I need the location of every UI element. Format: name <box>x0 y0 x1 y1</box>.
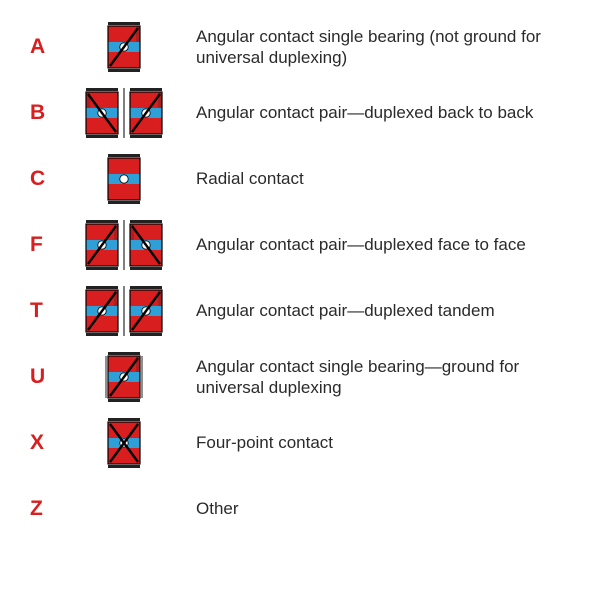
type-description: Radial contact <box>178 168 580 189</box>
type-description: Angular contact pair—duplexed back to ba… <box>178 102 580 123</box>
type-row: T Angular contact pair—duplexed tandem <box>30 284 580 338</box>
type-row: A Angular contact single bearing (not gro… <box>30 20 580 74</box>
type-code: A <box>30 35 70 59</box>
type-icon <box>70 350 178 404</box>
type-code: Z <box>30 497 70 521</box>
type-description: Four-point contact <box>178 432 580 453</box>
type-row: F Angular contact pair—duplexed face to f… <box>30 218 580 272</box>
type-row: X Four-point contact <box>30 416 580 470</box>
bearing-type-table: A Angular contact single bearing (not gro… <box>30 20 580 536</box>
type-icon <box>70 416 178 470</box>
type-icon <box>70 284 178 338</box>
type-description: Angular contact single bearing—ground fo… <box>178 356 580 399</box>
type-code: T <box>30 299 70 323</box>
type-code: C <box>30 167 70 191</box>
type-row: Z Other <box>30 482 580 536</box>
type-code: B <box>30 101 70 125</box>
type-description: Angular contact pair—duplexed face to fa… <box>178 234 580 255</box>
type-icon <box>70 218 178 272</box>
type-row: U Angular contact single bearing—ground f… <box>30 350 580 404</box>
type-row: C Radial contact <box>30 152 580 206</box>
type-icon <box>70 152 178 206</box>
type-code: X <box>30 431 70 455</box>
type-description: Angular contact pair—duplexed tandem <box>178 300 580 321</box>
type-description: Other <box>178 498 580 519</box>
type-icon <box>70 20 178 74</box>
type-code: F <box>30 233 70 257</box>
type-icon <box>70 86 178 140</box>
type-description: Angular contact single bearing (not grou… <box>178 26 580 69</box>
type-code: U <box>30 365 70 389</box>
type-icon <box>70 482 178 536</box>
type-row: B Angular contact pair—duplexed back to b… <box>30 86 580 140</box>
